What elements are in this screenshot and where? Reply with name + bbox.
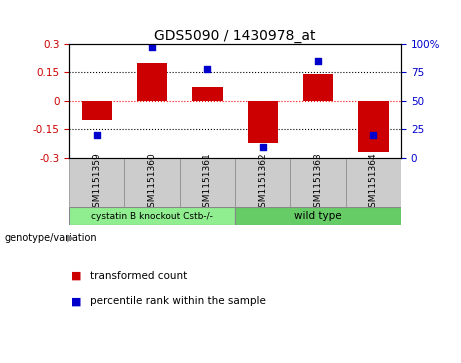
Title: GDS5090 / 1430978_at: GDS5090 / 1430978_at: [154, 29, 316, 42]
Point: [314, 58, 322, 64]
Bar: [235, 207, 401, 225]
Text: GSM1151362: GSM1151362: [258, 152, 267, 213]
Point: [370, 132, 377, 138]
Bar: [69, 158, 124, 207]
Text: GSM1151361: GSM1151361: [203, 152, 212, 213]
Text: ■: ■: [71, 296, 82, 306]
Text: GSM1151363: GSM1151363: [313, 152, 323, 213]
Bar: [192, 87, 223, 101]
Text: GSM1151359: GSM1151359: [92, 152, 101, 213]
Bar: [290, 158, 346, 207]
Bar: [137, 63, 167, 101]
Bar: [180, 158, 235, 207]
Bar: [248, 101, 278, 143]
Text: ▶: ▶: [67, 233, 74, 243]
Text: GSM1151360: GSM1151360: [148, 152, 157, 213]
Point: [204, 66, 211, 72]
Text: percentile rank within the sample: percentile rank within the sample: [90, 296, 266, 306]
Text: wild type: wild type: [294, 211, 342, 221]
Bar: [303, 74, 333, 101]
Point: [259, 144, 266, 150]
Point: [148, 44, 156, 50]
Bar: [235, 158, 290, 207]
Bar: [124, 158, 180, 207]
Bar: [82, 101, 112, 120]
Bar: [69, 207, 235, 225]
Text: ■: ■: [71, 271, 82, 281]
Bar: [358, 101, 389, 152]
Text: genotype/variation: genotype/variation: [5, 233, 97, 243]
Bar: [346, 158, 401, 207]
Text: transformed count: transformed count: [90, 271, 187, 281]
Text: GSM1151364: GSM1151364: [369, 152, 378, 213]
Point: [93, 132, 100, 138]
Text: cystatin B knockout Cstb-/-: cystatin B knockout Cstb-/-: [91, 212, 213, 221]
